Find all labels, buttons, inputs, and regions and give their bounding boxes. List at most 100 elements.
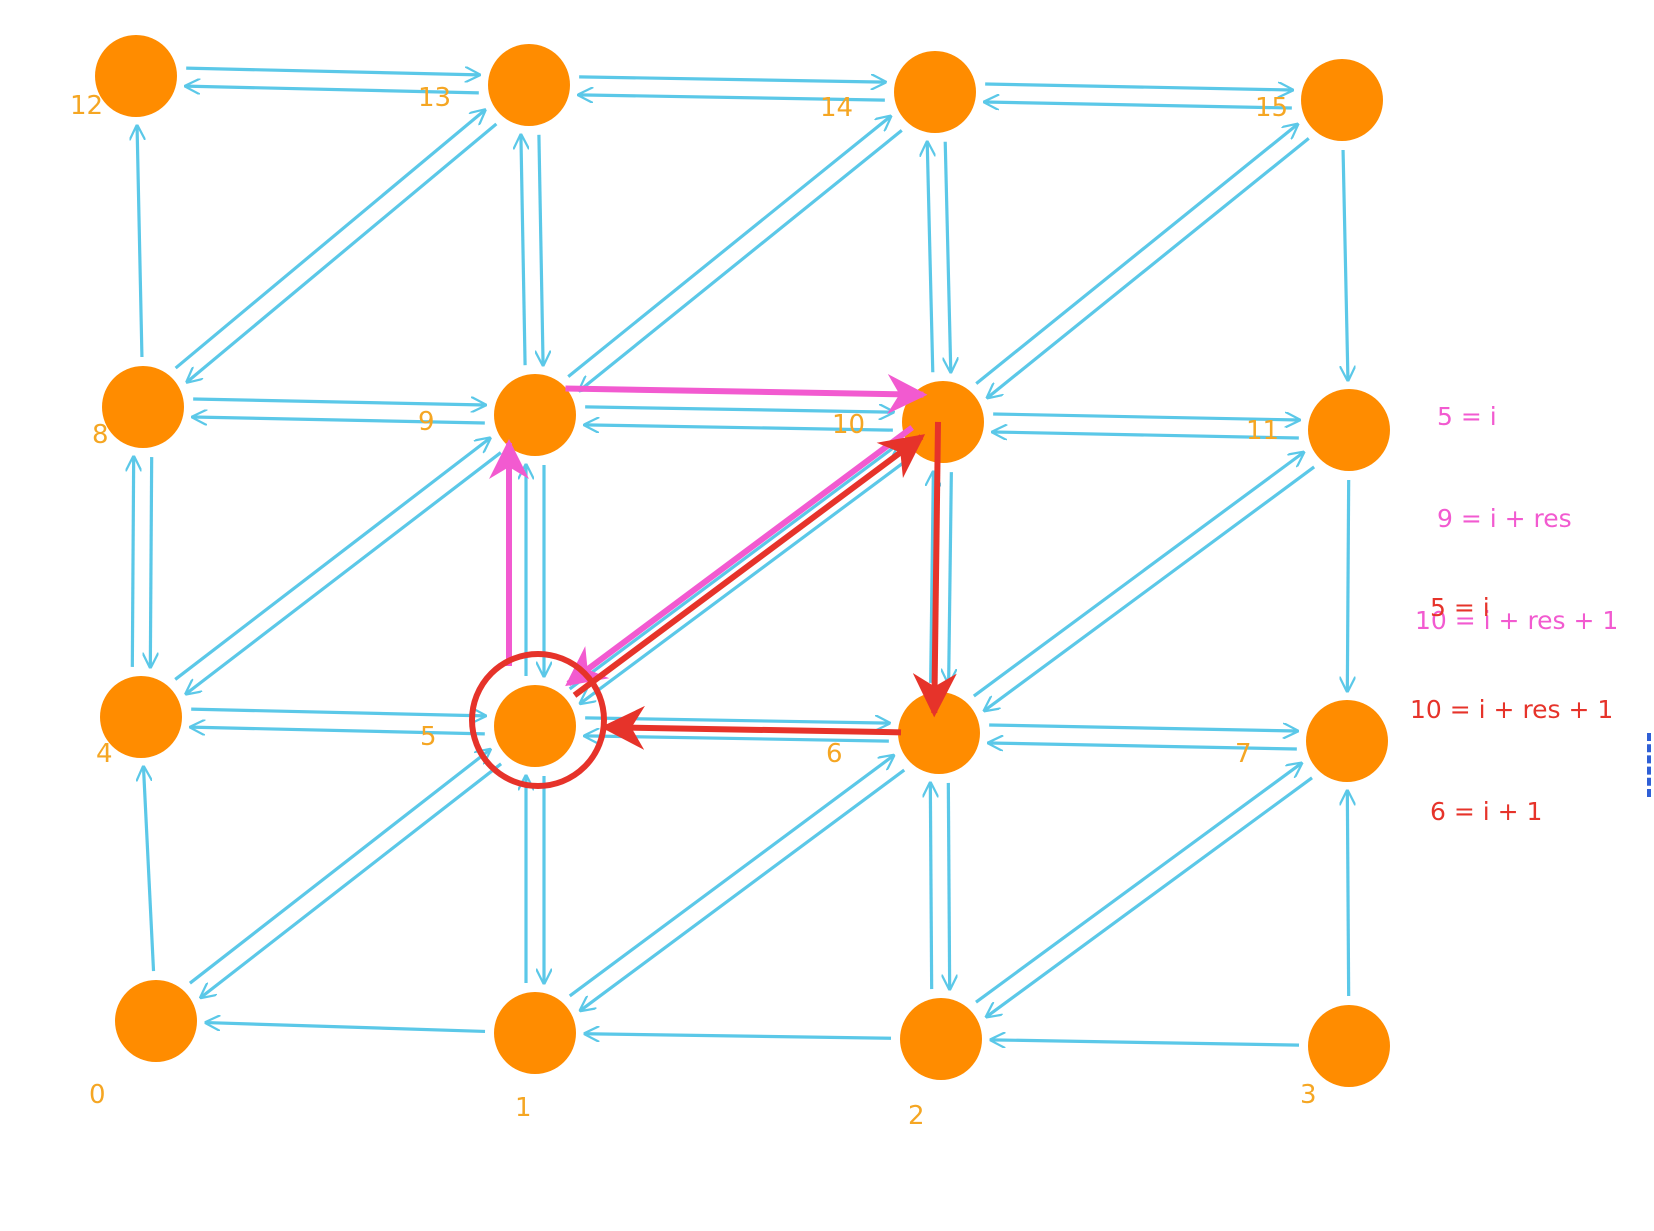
node-label: 5 [420, 722, 437, 752]
mesh-edge-arrow [585, 407, 893, 412]
node-3 [1308, 1005, 1390, 1087]
node-label: 15 [1255, 93, 1288, 123]
mesh-edge-arrow [137, 126, 142, 358]
mesh-edge-arrow [143, 767, 156, 972]
node-label: 7 [1235, 739, 1252, 769]
mesh-edge-arrow [949, 472, 952, 683]
red-formula-line: 10 = i + res + 1 [1410, 695, 1614, 724]
pink-formulas: 5 = i 9 = i + res 10 = i + res + 1 [1415, 332, 1618, 672]
mesh-edge-arrow [132, 457, 133, 667]
node-label: 12 [70, 91, 103, 121]
node-7 [1306, 700, 1388, 782]
mesh-edge-arrow [988, 137, 1310, 397]
node-13 [488, 44, 570, 126]
mesh-edge-arrow [993, 432, 1299, 438]
mesh-edge-arrow [191, 709, 485, 716]
red-edge-5-10 [572, 434, 926, 698]
mesh-edge-arrow [930, 783, 931, 990]
mesh-edge-arrow [186, 451, 502, 694]
cropped-edge-mark [1647, 733, 1654, 797]
mesh-edge-arrow [206, 1023, 486, 1034]
node-label: 1 [515, 1093, 532, 1123]
node-4 [100, 676, 182, 758]
mesh-edge-arrow [187, 122, 498, 382]
mesh-edge-arrow [580, 457, 910, 703]
mesh-edge-arrow [975, 124, 1297, 385]
mesh-edge-arrow [581, 768, 906, 1010]
pink-formula-line: 5 = i [1437, 402, 1497, 431]
mesh-edge-arrow [927, 142, 933, 373]
mesh-edge-arrow [568, 756, 894, 998]
node-label: 3 [1300, 1080, 1317, 1110]
mesh-edge-arrow [948, 782, 949, 989]
mesh-edge-arrow [193, 417, 485, 423]
mesh-edge-arrow [579, 77, 885, 82]
red-formulas: 5 = i 10 = i + res + 1 6 = i + 1 [1410, 523, 1613, 863]
node-label: 9 [418, 407, 435, 437]
highlight-ring [469, 651, 607, 789]
mesh-edge-arrow [186, 86, 479, 93]
mesh-edge-arrow [585, 718, 889, 723]
mesh-edge-arrow [150, 457, 151, 667]
mesh-edge-arrow [174, 438, 490, 681]
mesh-edge-arrow [201, 762, 503, 998]
mesh-edge-arrow [1347, 791, 1348, 997]
red-formula-line: 5 = i [1430, 593, 1490, 622]
node-label: 6 [826, 739, 843, 769]
node-8 [102, 366, 184, 448]
mesh-edge-arrow [975, 763, 1301, 1004]
node-label: 10 [832, 410, 865, 440]
mesh-edge-arrow [174, 110, 485, 370]
mesh-edge-arrow [585, 736, 889, 741]
node-0 [115, 980, 197, 1062]
pink-formula-line: 9 = i + res [1437, 504, 1572, 533]
mesh-edge-arrow [539, 134, 543, 365]
pink-formula-line: 10 = i + res + 1 [1415, 606, 1619, 635]
mesh-edge-arrow [567, 116, 890, 378]
node-9 [494, 374, 576, 456]
node-12 [95, 35, 177, 117]
node-14 [894, 51, 976, 133]
pink-edge-9-10 [565, 374, 928, 415]
red-edge-6-5 [600, 705, 902, 750]
mesh-edge-arrow [993, 414, 1299, 420]
mesh-edge-arrow [568, 445, 898, 691]
node-2 [900, 998, 982, 1080]
mesh-edge-arrow [985, 102, 1292, 108]
red-edge-10-6 [912, 421, 957, 718]
node-6 [898, 692, 980, 774]
mesh-edge-arrow [186, 68, 479, 75]
mesh-edge-arrow [1347, 479, 1348, 691]
mesh-edge-arrow [989, 725, 1297, 731]
mesh-edge-arrow [985, 84, 1292, 90]
mesh-edge-arrow [193, 399, 485, 405]
mesh-edge-arrow [931, 472, 934, 683]
mesh-edge-arrow [972, 452, 1304, 698]
mesh-edge-arrow [585, 425, 893, 430]
node-label: 4 [96, 739, 113, 769]
node-label: 8 [92, 420, 109, 450]
node-label: 14 [820, 93, 853, 123]
node-1 [494, 992, 576, 1074]
mesh-edge-arrow [188, 750, 490, 985]
node-label: 13 [418, 83, 451, 113]
mesh-edge-arrow [985, 465, 1316, 711]
mesh-edge-arrow [1343, 149, 1348, 380]
node-label: 0 [89, 1080, 106, 1110]
node-11 [1308, 389, 1390, 471]
mesh-edge-arrow [585, 1034, 892, 1039]
node-label: 11 [1246, 416, 1279, 446]
pink-edge-10-5 [565, 425, 914, 687]
mesh-edge-arrow [579, 95, 885, 100]
node-15 [1301, 59, 1383, 141]
node-5 [494, 685, 576, 767]
node-label: 2 [908, 1101, 925, 1131]
mesh-edge-arrow [991, 1040, 1300, 1045]
mesh-edge-arrow [191, 727, 485, 734]
mesh-edge-arrow [945, 141, 951, 372]
mesh-edge-arrow [580, 129, 903, 390]
mesh-edge-arrow [989, 743, 1297, 749]
mesh-edge-arrow [521, 135, 525, 366]
red-formula-line: 6 = i + 1 [1430, 797, 1543, 826]
